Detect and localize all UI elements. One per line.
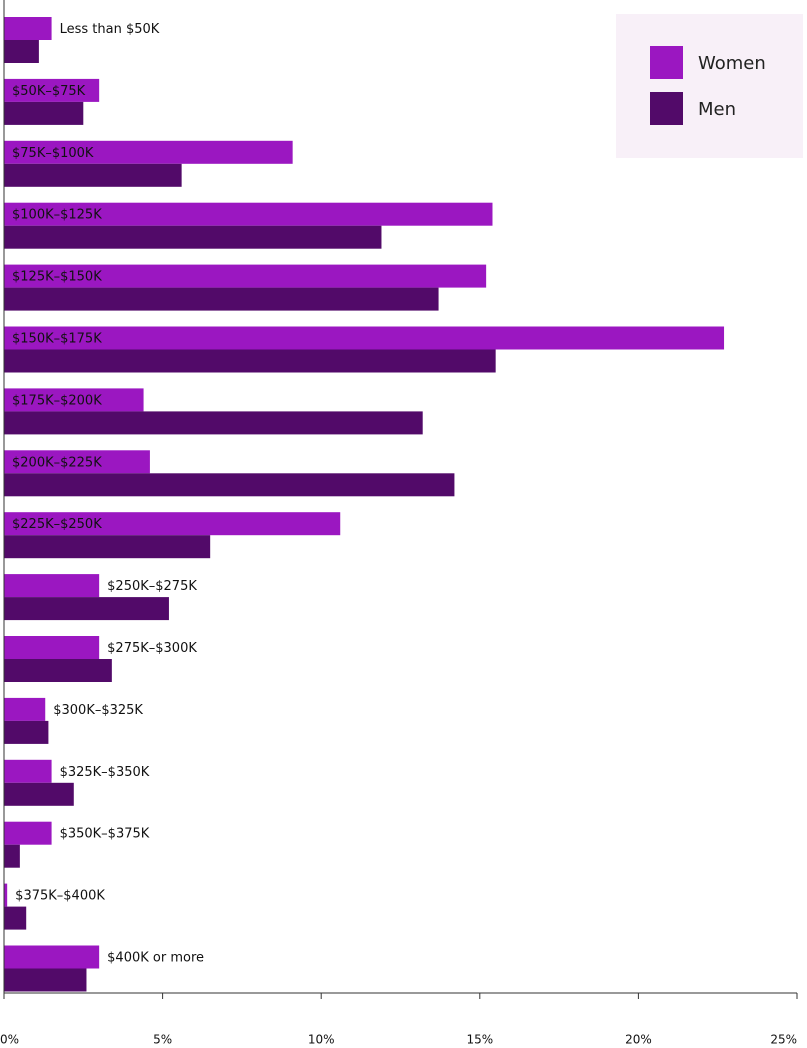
legend-swatch <box>650 92 683 125</box>
category-label: $50K–$75K <box>12 84 86 99</box>
x-tick-label: 10% <box>308 1033 335 1047</box>
bar <box>4 659 112 682</box>
legend-swatch <box>650 46 683 79</box>
bar <box>4 473 455 497</box>
category-label: $75K–$100K <box>12 146 94 161</box>
bar <box>4 411 423 435</box>
category-label: $150K–$175K <box>12 332 102 347</box>
bar <box>4 697 46 721</box>
bar <box>4 844 20 868</box>
bar <box>4 945 100 969</box>
category-label: $400K or more <box>107 951 204 966</box>
bar <box>4 597 169 621</box>
category-label: Less than $50K <box>60 22 160 37</box>
bar <box>4 720 49 744</box>
category-label: $200K–$225K <box>12 455 102 470</box>
legend-box <box>616 14 803 158</box>
category-label: $375K–$400K <box>15 889 105 904</box>
bar <box>4 512 341 536</box>
bar <box>4 287 439 311</box>
bar <box>4 163 182 187</box>
bar <box>4 759 52 783</box>
category-label: $125K–$150K <box>12 270 102 285</box>
bar <box>4 78 100 102</box>
x-tick-label: 20% <box>625 1033 652 1047</box>
legend-label: Men <box>698 99 736 120</box>
category-label: $225K–$250K <box>12 517 102 532</box>
bar <box>4 140 293 164</box>
bar <box>4 821 52 845</box>
category-label: $250K–$275K <box>107 579 197 594</box>
category-label: $350K–$375K <box>60 827 150 842</box>
bar <box>4 636 100 659</box>
bar <box>4 264 487 288</box>
category-label: $325K–$350K <box>60 765 150 780</box>
bar <box>4 450 150 474</box>
x-tick-label: 5% <box>153 1033 172 1047</box>
bar <box>4 225 382 249</box>
bar <box>4 101 84 125</box>
bar <box>4 326 725 350</box>
bar <box>4 349 496 373</box>
category-label: $275K–$300K <box>107 641 197 656</box>
bar <box>4 17 52 40</box>
bar <box>4 574 100 598</box>
category-label: $100K–$125K <box>12 208 102 223</box>
bar <box>4 906 27 930</box>
bar <box>4 202 493 226</box>
x-tick-label: 25% <box>770 1033 797 1047</box>
legend-label: Women <box>698 53 766 74</box>
bar <box>4 535 211 559</box>
bar <box>4 40 39 63</box>
x-tick-label: 0% <box>0 1033 19 1047</box>
bar <box>4 782 74 806</box>
bar <box>4 968 87 992</box>
x-tick-label: 15% <box>466 1033 493 1047</box>
category-label: $175K–$200K <box>12 393 102 408</box>
category-label: $300K–$325K <box>53 703 143 718</box>
bar <box>4 388 144 412</box>
bar <box>4 883 8 907</box>
